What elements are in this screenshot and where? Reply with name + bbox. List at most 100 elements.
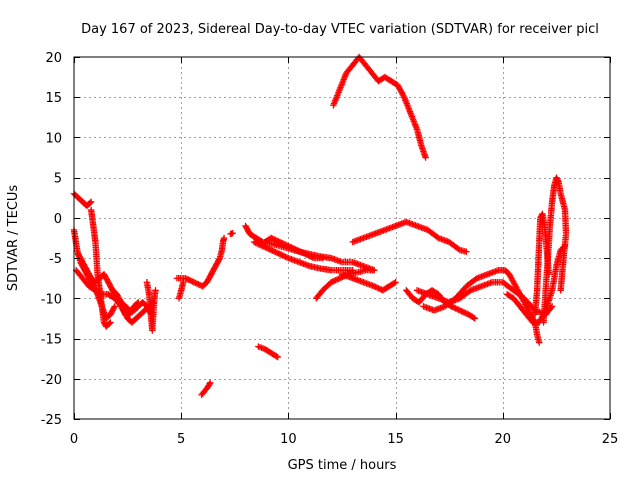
data-point-marker — [547, 304, 555, 311]
data-point-marker — [279, 240, 286, 247]
data-point-marker — [306, 252, 314, 260]
data-point-marker — [262, 244, 269, 251]
series-arc-25 — [540, 174, 570, 326]
data-point-marker — [290, 245, 298, 252]
chart-title: Day 167 of 2023, Sidereal Day-to-day VTE… — [81, 22, 599, 37]
y-tick-label: -15 — [41, 333, 62, 348]
data-point-marker — [300, 250, 308, 257]
data-point-marker — [268, 246, 275, 254]
data-point-marker — [373, 284, 381, 291]
data-point-marker — [292, 246, 299, 253]
data-point-marker — [279, 252, 286, 259]
data-point-marker — [391, 279, 398, 287]
x-axis-label: GPS time / hours — [288, 458, 397, 473]
data-point-marker — [206, 380, 213, 388]
data-point-marker — [256, 241, 264, 248]
data-point-marker — [253, 240, 261, 247]
data-point-marker — [289, 244, 296, 252]
series-arc-19 — [349, 218, 470, 255]
data-point-marker — [192, 279, 199, 287]
data-point-marker — [471, 315, 479, 322]
data-point-marker — [190, 279, 198, 286]
data-point-marker — [557, 287, 564, 294]
y-tick-label: 0 — [54, 212, 62, 227]
data-point-marker — [295, 247, 302, 254]
data-point-marker — [458, 307, 465, 315]
data-point-marker — [328, 279, 335, 286]
data-point-marker — [459, 308, 466, 315]
data-point-marker — [183, 275, 191, 283]
data-point-marker — [273, 249, 281, 256]
data-point-marker — [265, 245, 272, 252]
data-point-marker — [258, 242, 265, 249]
data-point-marker — [455, 306, 462, 313]
data-point-marker — [422, 154, 429, 161]
data-point-marker — [332, 277, 339, 284]
data-point-marker — [274, 353, 281, 361]
series-arc-1 — [70, 190, 95, 210]
data-point-marker — [273, 237, 281, 244]
data-point-marker — [260, 243, 268, 250]
data-point-marker — [278, 239, 285, 246]
data-point-marker — [308, 253, 315, 260]
series-arc-17 — [338, 271, 399, 294]
data-point-marker — [182, 275, 189, 282]
data-point-marker — [375, 285, 382, 292]
x-tick-label: 15 — [387, 432, 404, 447]
data-point-marker — [263, 244, 271, 252]
data-point-marker — [282, 253, 289, 260]
data-point-marker — [456, 307, 464, 314]
data-point-marker — [87, 198, 95, 205]
data-point-marker — [452, 305, 459, 312]
data-point-marker — [255, 240, 262, 248]
data-point-marker — [455, 245, 462, 253]
data-point-marker — [470, 314, 477, 321]
data-point-marker — [280, 240, 288, 248]
series-arc-16 — [313, 266, 378, 302]
data-point-marker — [189, 278, 196, 285]
data-point-marker — [273, 353, 280, 360]
data-point-marker — [283, 254, 291, 261]
data-point-marker — [270, 248, 278, 255]
data-point-marker — [275, 250, 282, 257]
data-point-marker — [305, 252, 312, 259]
series-arc-8 — [175, 279, 187, 302]
data-point-marker — [275, 238, 282, 245]
series-arc-14 — [250, 238, 356, 274]
data-point-marker — [215, 256, 223, 263]
data-point-marker — [276, 238, 284, 246]
series-arc-24 — [531, 210, 553, 318]
data-point-marker — [186, 277, 193, 284]
data-point-marker — [97, 290, 104, 297]
data-point-marker — [188, 277, 195, 285]
x-tick-label: 25 — [602, 432, 619, 447]
y-tick-label: 10 — [45, 131, 62, 146]
data-point-marker — [220, 234, 228, 242]
data-point-marker — [453, 305, 461, 313]
data-point-marker — [86, 199, 94, 207]
data-point-marker — [272, 248, 279, 256]
x-tick-label: 20 — [495, 432, 512, 447]
data-point-marker — [285, 242, 292, 250]
y-axis-label: SDTVAR / TECUs — [6, 185, 21, 292]
data-point-marker — [463, 248, 470, 255]
data-point-marker — [185, 276, 192, 283]
x-tick-label: 0 — [70, 432, 78, 447]
y-tick-label: -25 — [41, 413, 62, 428]
data-point-marker — [280, 252, 288, 260]
data-point-marker — [269, 247, 276, 254]
data-point-marker — [107, 319, 114, 326]
data-point-marker — [111, 303, 118, 310]
data-point-marker — [370, 266, 378, 274]
data-point-marker — [283, 242, 291, 249]
data-point-marker — [193, 280, 201, 287]
data-point-marker — [259, 242, 266, 250]
data-point-marker — [266, 246, 274, 253]
series-arc-12 — [255, 343, 281, 361]
data-point-marker — [206, 379, 214, 386]
data-point-marker — [229, 229, 236, 237]
data-point-marker — [288, 244, 295, 251]
data-point-marker — [461, 309, 468, 316]
data-point-marker — [451, 304, 458, 311]
